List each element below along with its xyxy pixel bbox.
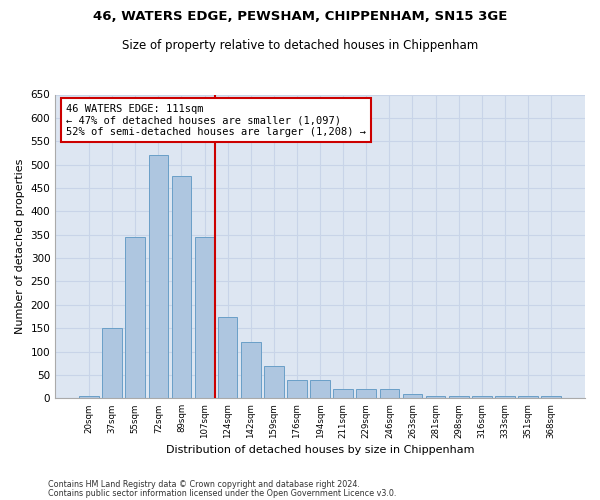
Bar: [380, 389, 399, 398]
Bar: [472, 396, 491, 398]
Bar: [334, 389, 353, 398]
Bar: [125, 237, 145, 398]
Bar: [518, 396, 538, 398]
Bar: [449, 396, 469, 398]
Text: Size of property relative to detached houses in Chippenham: Size of property relative to detached ho…: [122, 39, 478, 52]
Text: Contains HM Land Registry data © Crown copyright and database right 2024.: Contains HM Land Registry data © Crown c…: [48, 480, 360, 489]
Bar: [541, 396, 561, 398]
Bar: [495, 396, 515, 398]
Bar: [103, 328, 122, 398]
Text: 46, WATERS EDGE, PEWSHAM, CHIPPENHAM, SN15 3GE: 46, WATERS EDGE, PEWSHAM, CHIPPENHAM, SN…: [93, 10, 507, 23]
Y-axis label: Number of detached properties: Number of detached properties: [15, 158, 25, 334]
Bar: [287, 380, 307, 398]
Bar: [356, 389, 376, 398]
Bar: [264, 366, 284, 398]
Bar: [79, 396, 99, 398]
Bar: [241, 342, 260, 398]
Bar: [403, 394, 422, 398]
Bar: [149, 156, 168, 398]
Bar: [195, 237, 214, 398]
Bar: [310, 380, 330, 398]
Bar: [426, 396, 445, 398]
X-axis label: Distribution of detached houses by size in Chippenham: Distribution of detached houses by size …: [166, 445, 475, 455]
Text: 46 WATERS EDGE: 111sqm
← 47% of detached houses are smaller (1,097)
52% of semi-: 46 WATERS EDGE: 111sqm ← 47% of detached…: [66, 104, 366, 137]
Bar: [172, 176, 191, 398]
Text: Contains public sector information licensed under the Open Government Licence v3: Contains public sector information licen…: [48, 488, 397, 498]
Bar: [218, 316, 238, 398]
